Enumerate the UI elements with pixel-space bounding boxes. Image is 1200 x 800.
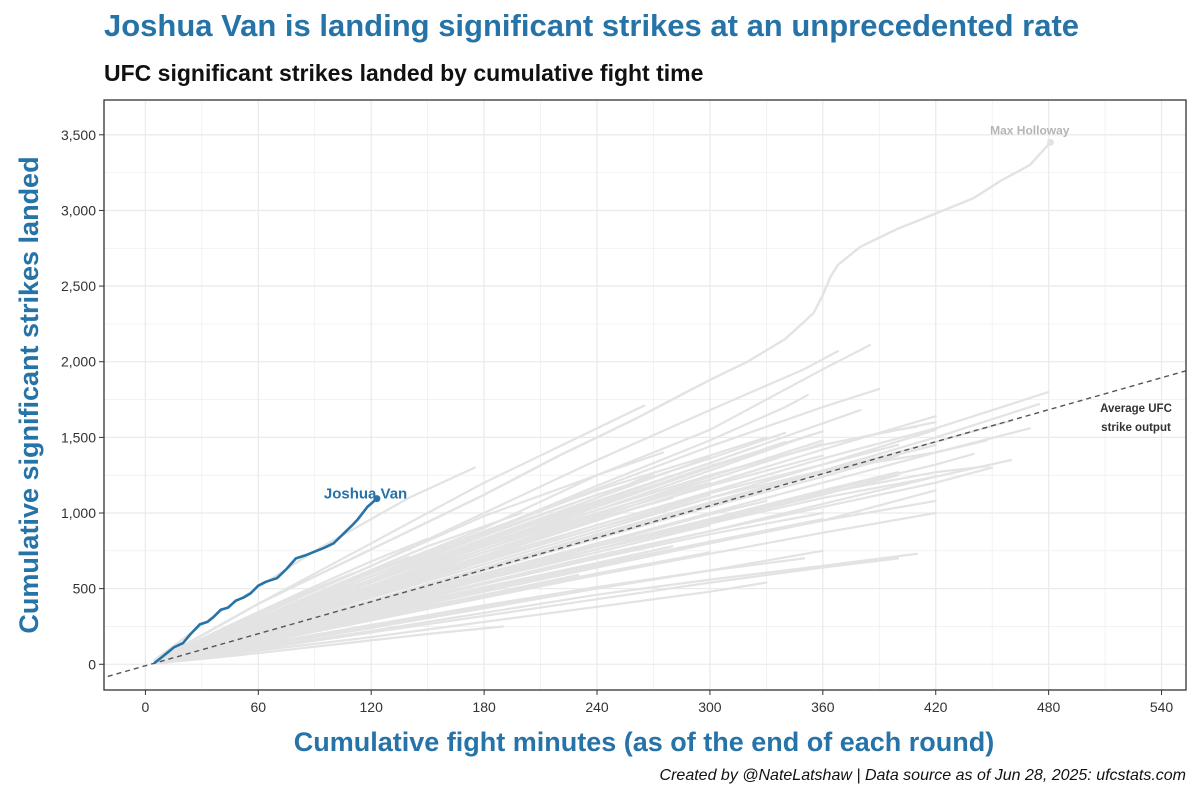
x-tick-label: 240 xyxy=(585,699,609,715)
annotations: Joshua Van Max Holloway Average UFC strike … xyxy=(324,123,1172,502)
background-fighter-line xyxy=(153,427,1031,664)
background-fighter-line xyxy=(153,350,840,664)
x-tick-label: 120 xyxy=(360,699,384,715)
background-fighter-line xyxy=(153,415,937,664)
background-fighter-line xyxy=(153,572,354,664)
chart-title: Joshua Van is landing significant strike… xyxy=(104,8,1080,43)
x-axis-title: Cumulative fight minutes (as of the end … xyxy=(294,727,995,757)
chart-subtitle: UFC significant strikes landed by cumula… xyxy=(104,60,704,86)
background-fighter-line xyxy=(153,455,712,664)
y-tick-label: 500 xyxy=(73,581,97,597)
background-fighter-line xyxy=(153,581,768,665)
background-fighter-line xyxy=(153,452,975,664)
plot-border xyxy=(103,99,1187,691)
background-fighter-line xyxy=(153,451,665,664)
y-axis-title: Cumulative significant strikes landed xyxy=(14,156,44,633)
background-fighter-line xyxy=(153,436,806,664)
y-tick-label: 2,000 xyxy=(61,354,96,370)
background-fighter-line xyxy=(153,428,937,664)
plot-panel xyxy=(104,100,1186,690)
holloway-end-point xyxy=(1047,138,1055,146)
background-fighter-line xyxy=(153,403,1041,664)
background-fighter-line xyxy=(153,552,919,665)
highlight-line-group xyxy=(153,495,381,665)
background-fighter-line xyxy=(153,459,1013,664)
background-fighter-line xyxy=(153,481,712,664)
caption: Created by @NateLatshaw | Data source as… xyxy=(659,767,1186,784)
y-tick-label: 3,000 xyxy=(61,202,96,218)
background-fighter-line xyxy=(153,555,410,664)
max-holloway-label: Max Holloway xyxy=(990,123,1070,137)
x-tick-label: 420 xyxy=(924,699,948,715)
holloway-line xyxy=(153,141,1052,663)
y-tick-label: 1,000 xyxy=(61,505,96,521)
background-fighter-line xyxy=(153,585,599,665)
y-axis: 0 500 1,000 1,500 2,000 2,500 3,000 3,500 xyxy=(61,127,104,672)
average-strike-line xyxy=(107,370,1187,678)
background-fighter-line xyxy=(153,625,504,665)
background-fighter-line xyxy=(153,505,599,664)
x-tick-label: 0 xyxy=(141,699,149,715)
x-tick-label: 300 xyxy=(698,699,722,715)
y-tick-label: 2,500 xyxy=(61,278,96,294)
x-tick-label: 360 xyxy=(811,699,835,715)
background-fighter-line xyxy=(153,511,937,664)
x-tick-label: 60 xyxy=(251,699,267,715)
x-axis: 0 60 120 180 240 300 360 420 480 540 xyxy=(141,690,1173,715)
joshua-van-label: Joshua Van xyxy=(324,485,407,502)
y-tick-label: 1,500 xyxy=(61,429,96,445)
joshua-van-end-point xyxy=(373,495,381,503)
x-tick-label: 180 xyxy=(472,699,496,715)
y-tick-label: 0 xyxy=(88,656,96,672)
background-fighter-line xyxy=(153,557,806,665)
reference-line-group xyxy=(153,138,1055,663)
background-fighter-line xyxy=(153,557,900,665)
average-line-label: strike output xyxy=(1101,422,1171,434)
x-tick-label: 480 xyxy=(1037,699,1061,715)
x-tick-label: 540 xyxy=(1150,699,1174,715)
average-line-group xyxy=(107,370,1187,678)
joshua-van-line xyxy=(153,497,379,665)
background-fighter-line xyxy=(153,517,824,665)
y-tick-label: 3,500 xyxy=(61,127,96,143)
average-line-label: Average UFC xyxy=(1100,403,1172,415)
